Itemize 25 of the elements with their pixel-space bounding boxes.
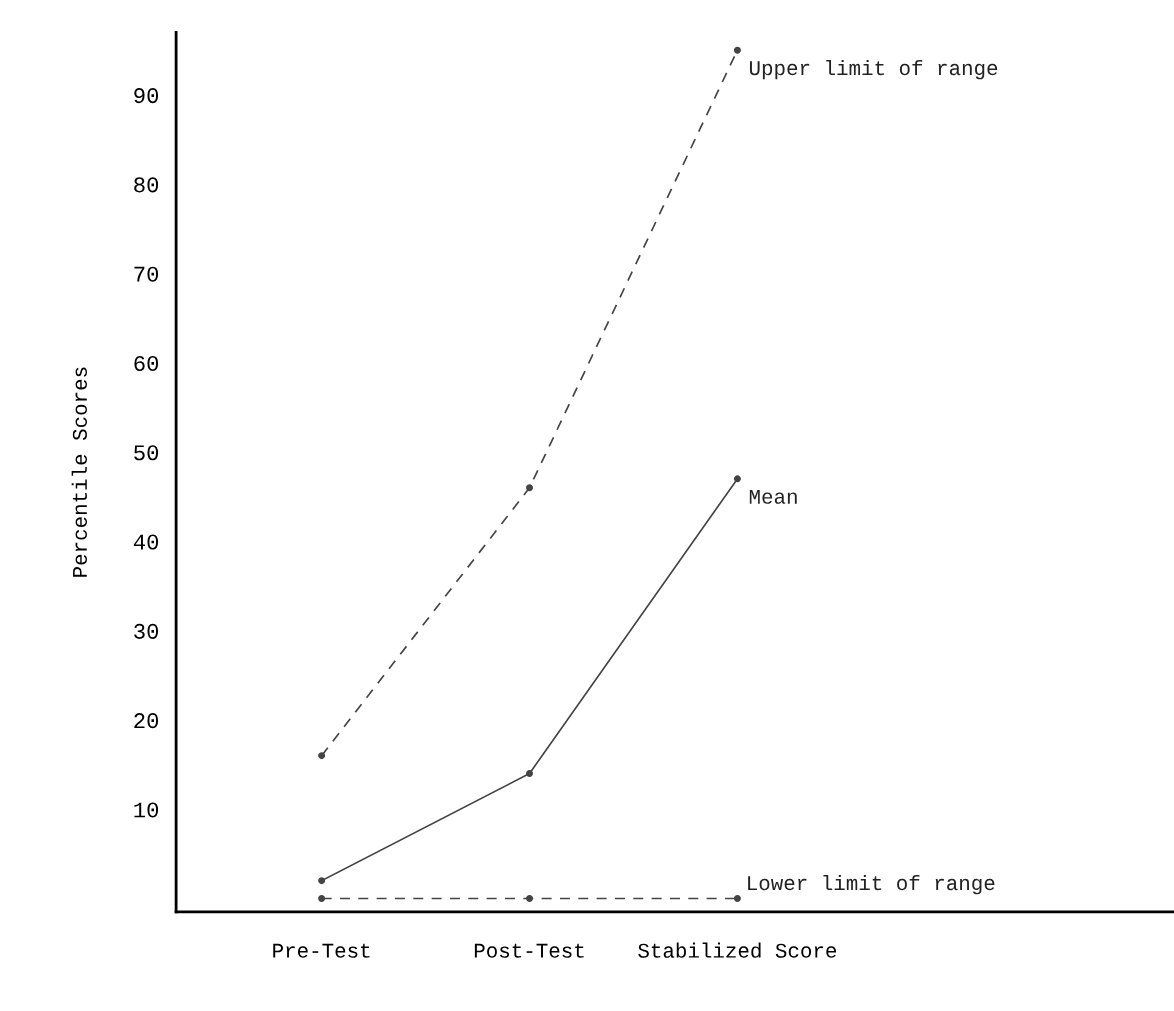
y-tick-label: 50 <box>134 445 159 461</box>
x-tick-label: Pre-Test <box>273 943 370 958</box>
point <box>733 895 741 903</box>
y-tick-label: 10 <box>134 802 159 818</box>
point <box>526 770 533 777</box>
y-axis-title: Percentile Scores <box>71 367 87 577</box>
point <box>318 895 326 903</box>
y-tick-label: 80 <box>134 177 159 193</box>
x-tick-label: Stabilized Score <box>638 942 837 958</box>
x-tick-label: Post-Test <box>474 943 584 958</box>
series-label: Upper limit of range <box>749 59 998 80</box>
y-tick-label: 40 <box>133 534 159 550</box>
point <box>733 475 741 483</box>
y-tick-label: 60 <box>134 355 159 372</box>
y-tick-label: 90 <box>134 88 159 104</box>
point <box>733 46 741 54</box>
point <box>318 877 326 885</box>
series-label: Mean <box>749 489 797 504</box>
point <box>318 752 326 760</box>
point <box>526 484 533 492</box>
y-tick-label: 70 <box>134 266 159 282</box>
y-tick-label: 30 <box>134 623 159 639</box>
series-label: Lower limit of range <box>748 874 995 895</box>
point <box>526 895 533 903</box>
y-tick-label: 20 <box>134 713 159 729</box>
